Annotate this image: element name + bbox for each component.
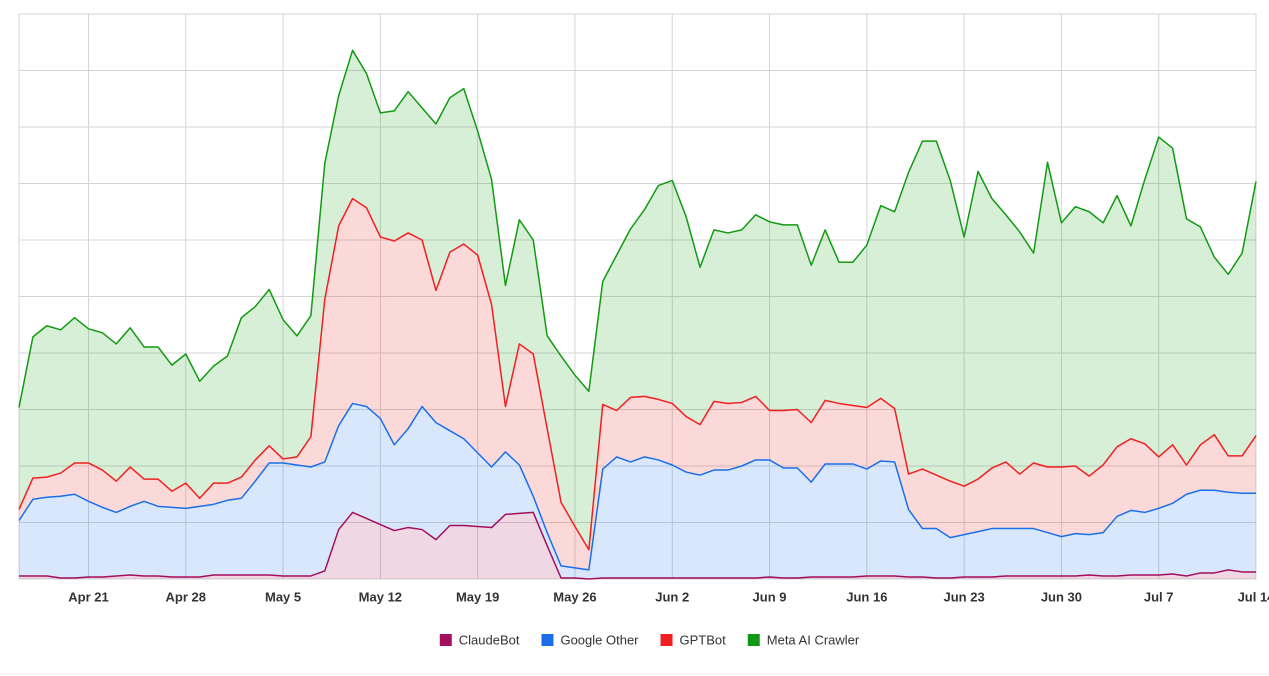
legend-swatch bbox=[660, 634, 673, 646]
legend-label: GPTBot bbox=[680, 632, 727, 647]
lines bbox=[18, 49, 1257, 580]
legend-item: GPTBot bbox=[660, 632, 727, 647]
area bbox=[19, 403, 1256, 579]
x-tick-label: Jun 23 bbox=[944, 589, 985, 604]
legend-item: Meta AI Crawler bbox=[747, 632, 860, 647]
legend-label: Google Other bbox=[560, 632, 639, 647]
x-tick-label: May 19 bbox=[456, 589, 499, 604]
x-tick-label: Apr 21 bbox=[68, 589, 108, 604]
x-tick-label: May 12 bbox=[359, 589, 402, 604]
legend-label: Meta AI Crawler bbox=[767, 632, 860, 647]
x-tick-label: Apr 28 bbox=[166, 589, 206, 604]
x-tick-label: Jun 9 bbox=[753, 589, 787, 604]
legend-item: ClaudeBot bbox=[439, 632, 520, 647]
area bbox=[19, 198, 1256, 570]
legend-item: Google Other bbox=[541, 632, 639, 647]
legend: ClaudeBot Google Other GPTBot Meta AI Crawl… bbox=[439, 632, 860, 647]
legend-label: ClaudeBot bbox=[459, 632, 520, 647]
legend-swatch bbox=[541, 634, 554, 646]
x-tick-label: Jun 2 bbox=[655, 589, 689, 604]
x-tick-label: Jun 30 bbox=[1041, 589, 1082, 604]
line bbox=[19, 511, 1256, 580]
x-tick-label: Jul 7 bbox=[1144, 589, 1174, 604]
legend-swatch bbox=[747, 634, 760, 646]
area bbox=[19, 50, 1256, 550]
legend-swatch bbox=[439, 634, 452, 646]
line bbox=[18, 197, 1257, 551]
x-tick-label: May 5 bbox=[265, 589, 301, 604]
x-axis: Apr 21 Apr 28 May 5 May 12 May 19 May 26 Jun 2… bbox=[68, 589, 1269, 604]
grid bbox=[18, 13, 1257, 580]
line bbox=[18, 402, 1256, 571]
x-tick-label: May 26 bbox=[553, 589, 596, 604]
x-tick-label: Jun 16 bbox=[846, 589, 887, 604]
line bbox=[18, 49, 1257, 408]
x-tick-label: Jul 14 bbox=[1238, 589, 1269, 604]
